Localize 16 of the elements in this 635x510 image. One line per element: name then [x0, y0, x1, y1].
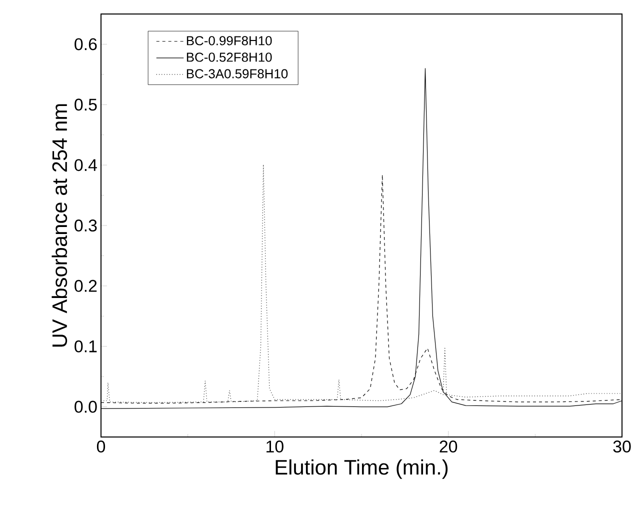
y-tick-label: 0.4 [74, 159, 97, 172]
x-tick-label: 0 [96, 440, 106, 453]
y-tick-label: 0.2 [74, 280, 97, 292]
x-tick-label: 10 [266, 440, 284, 453]
legend-label: BC-0.99F8H10 [186, 36, 272, 46]
x-tick-label: 20 [440, 440, 458, 453]
y-tick-label: 0.6 [74, 38, 97, 50]
y-tick-label: 0.3 [74, 220, 97, 232]
x-tick-label: 30 [613, 440, 631, 453]
y-tick-label: 0.5 [74, 98, 97, 111]
y-tick-label: 0.0 [74, 400, 97, 413]
legend-label: BC-0.52F8H10 [186, 52, 272, 62]
x-axis-title: Elution Time (min.) [276, 459, 448, 479]
y-axis-title: UV Absorbance at 254 nm [52, 104, 68, 347]
y-tick-label: 0.1 [74, 340, 97, 352]
legend-label: BC-3A0.59F8H10 [186, 69, 288, 78]
